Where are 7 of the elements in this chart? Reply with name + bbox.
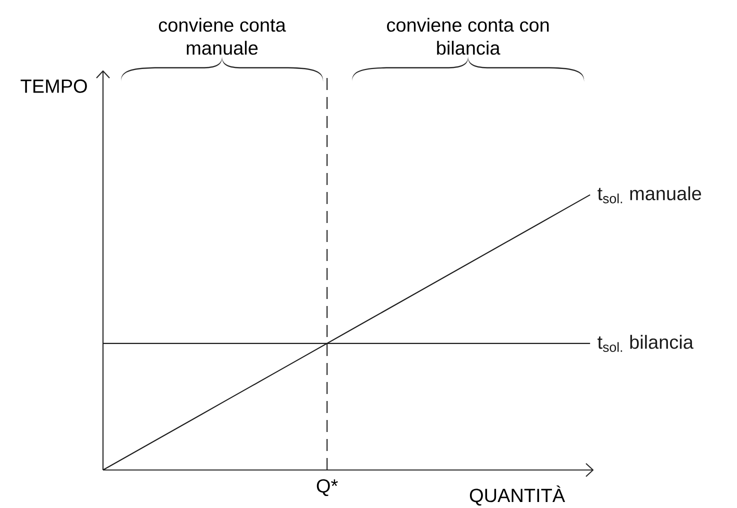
text: conviene conta manuale (158, 18, 286, 55)
series-label: t$_{sol.}$ bilancia (598, 334, 694, 352)
text: Q* (316, 479, 338, 496)
text: conviene conta con bilancia (387, 18, 549, 55)
series-label: t$_{sol.}$ manuale (598, 186, 702, 204)
text: TEMPO (20, 79, 87, 93)
x-axis-title: QUANTITÀ (470, 486, 566, 506)
